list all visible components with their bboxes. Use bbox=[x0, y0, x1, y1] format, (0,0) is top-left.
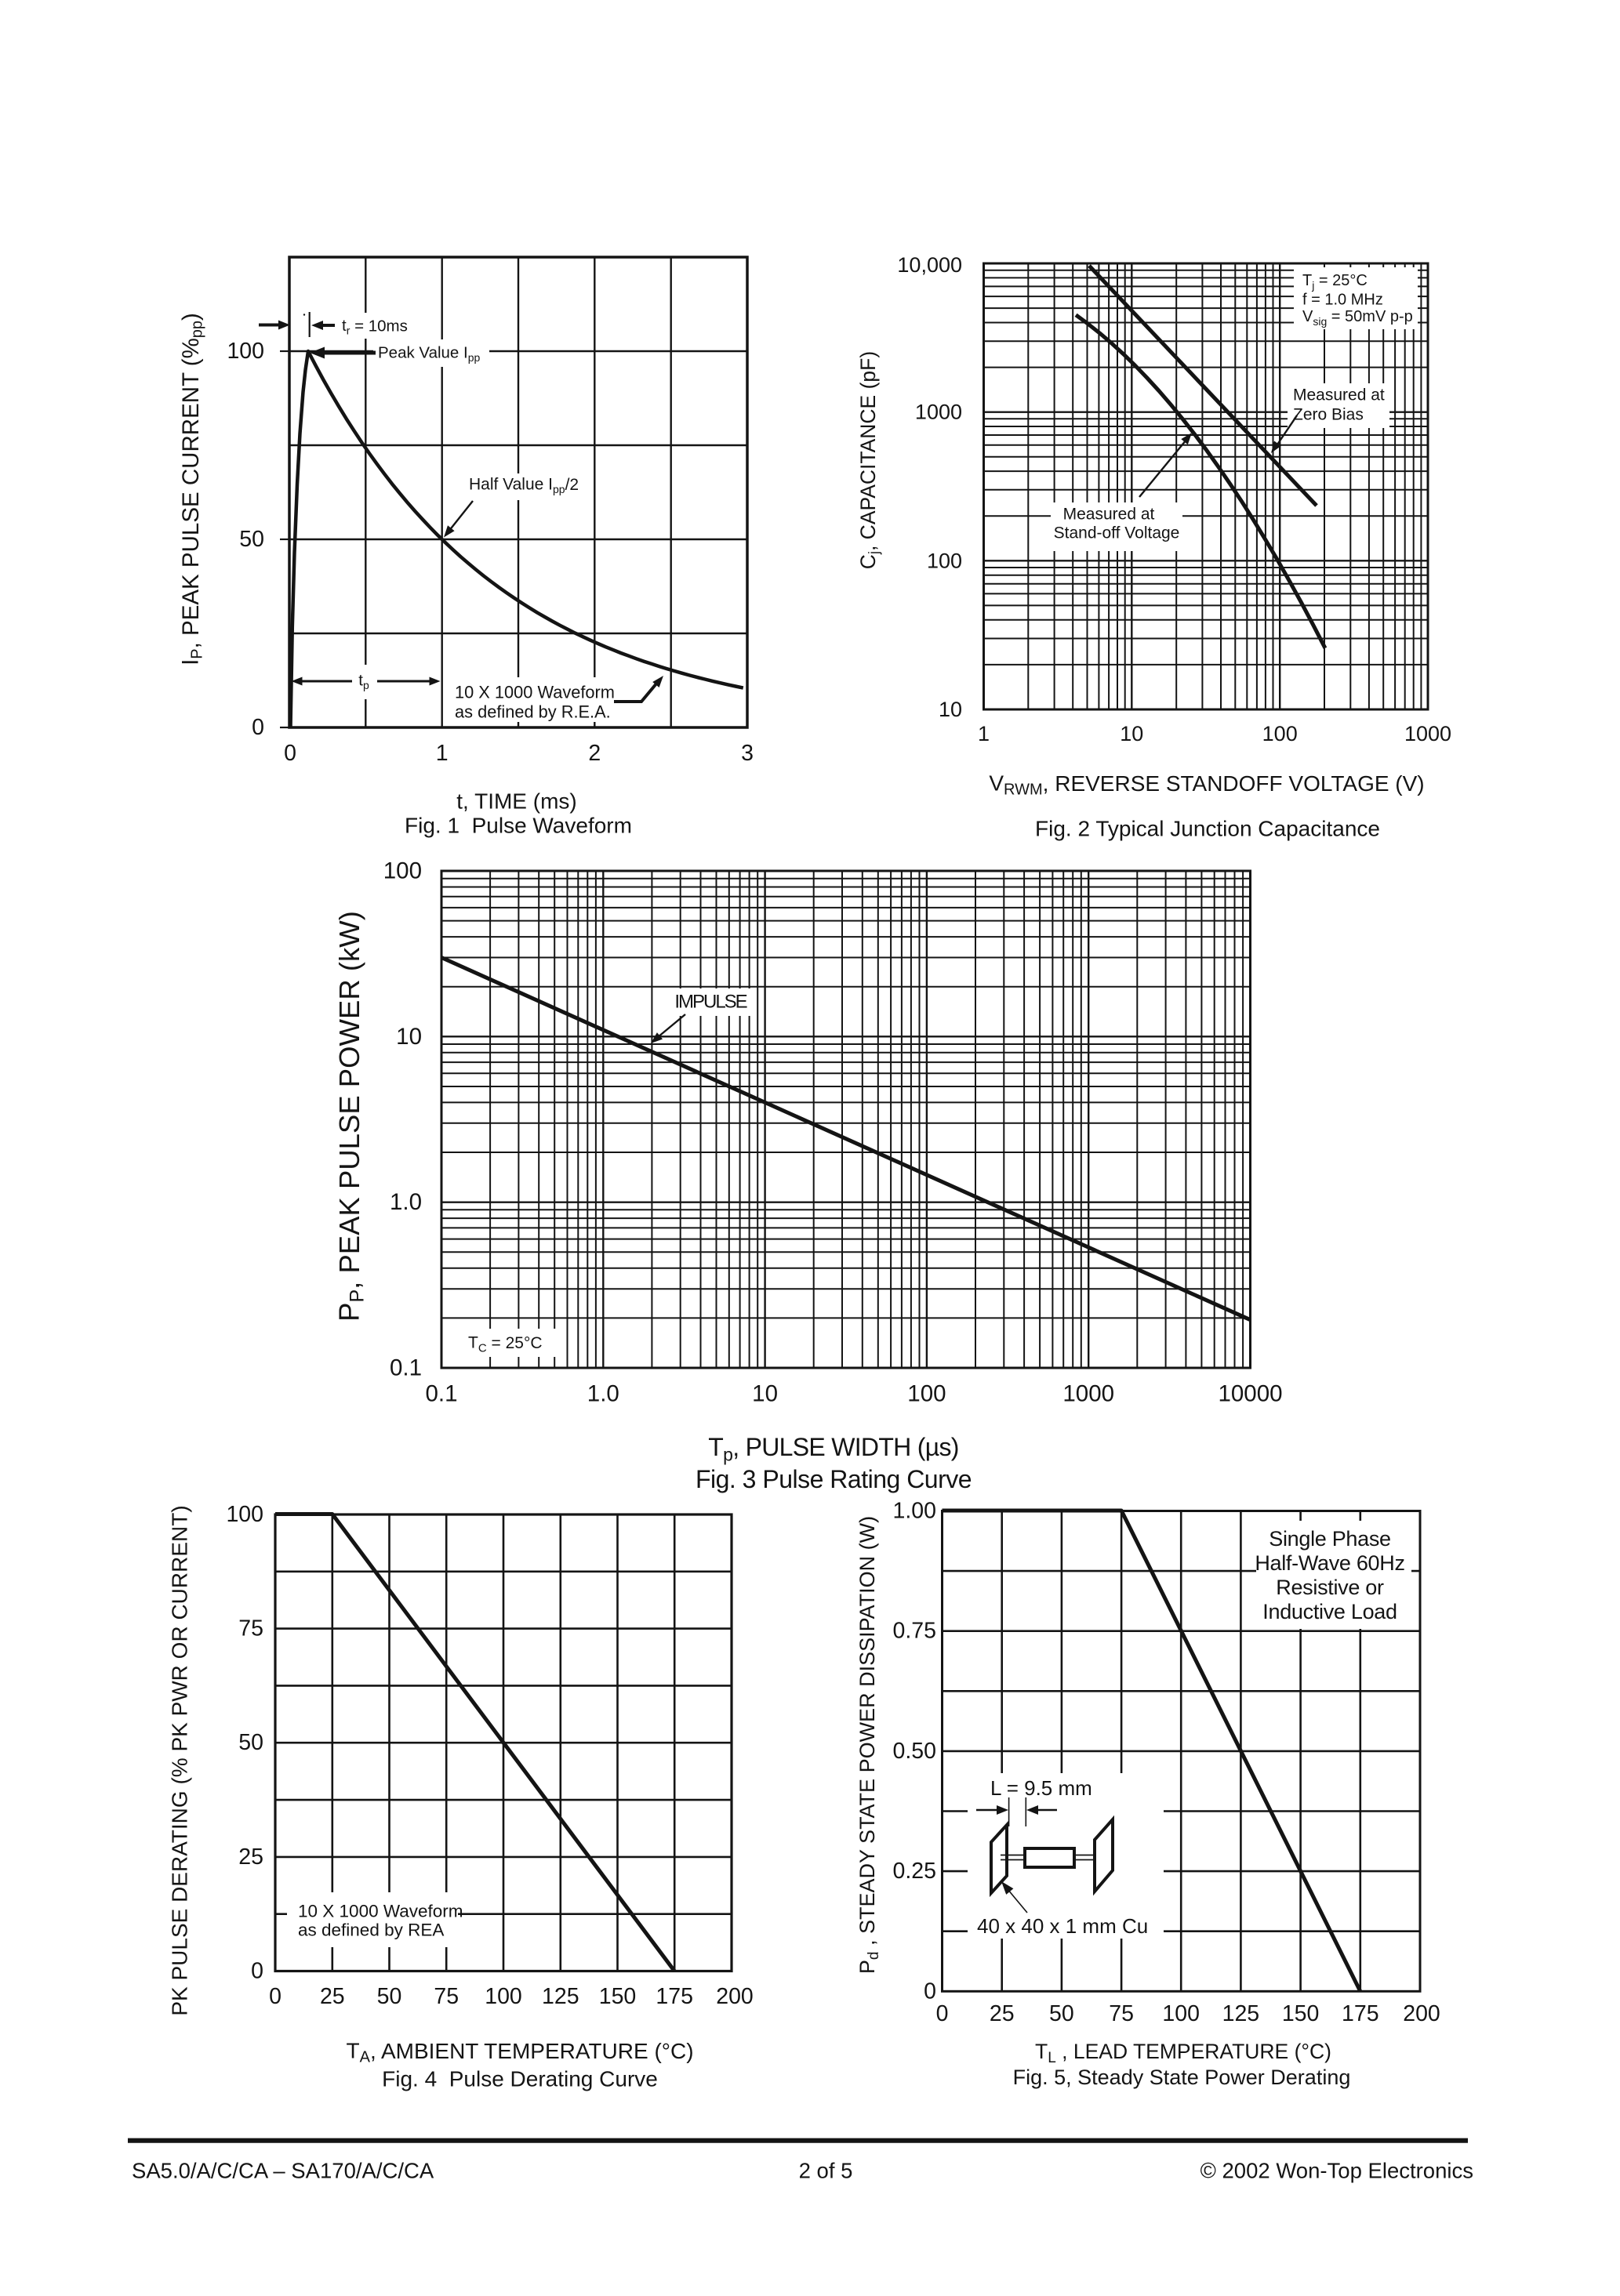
svg-text:as defined by REA: as defined by REA bbox=[298, 1921, 444, 1940]
svg-text:10 X 1000 Waveform: 10 X 1000 Waveform bbox=[455, 683, 615, 702]
svg-text:1000: 1000 bbox=[1062, 1381, 1114, 1407]
svg-text:0: 0 bbox=[284, 741, 296, 766]
svg-text:75: 75 bbox=[1109, 2001, 1134, 2026]
svg-text:TL , LEAD TEMPERATURE (°C): TL , LEAD TEMPERATURE (°C) bbox=[1035, 2040, 1331, 2066]
svg-text:25: 25 bbox=[990, 2001, 1015, 2026]
svg-text:10 X 1000 Waveform: 10 X 1000 Waveform bbox=[298, 1902, 463, 1921]
svg-text:10: 10 bbox=[752, 1381, 778, 1407]
svg-text:Vsig = 50mV p-p: Vsig = 50mV p-p bbox=[1302, 308, 1413, 328]
svg-text:125: 125 bbox=[542, 1984, 579, 2009]
svg-text:10: 10 bbox=[1120, 722, 1143, 745]
svg-text:Fig. 3 Pulse Rating Curve: Fig. 3 Pulse Rating Curve bbox=[696, 1465, 972, 1493]
svg-text:40 x 40 x 1 mm Cu: 40 x 40 x 1 mm Cu bbox=[977, 1914, 1148, 1938]
svg-text:100: 100 bbox=[1162, 2001, 1200, 2026]
svg-text:0.50: 0.50 bbox=[893, 1739, 936, 1764]
svg-text:25: 25 bbox=[238, 1844, 263, 1870]
svg-text:L = 9.5 mm: L = 9.5 mm bbox=[990, 1776, 1092, 1800]
svg-text:150: 150 bbox=[599, 1984, 637, 2009]
svg-text:VRWM, REVERSE STANDOFF VOLTAGE: VRWM, REVERSE STANDOFF VOLTAGE (V) bbox=[989, 771, 1424, 799]
svg-text:1: 1 bbox=[436, 741, 449, 766]
svg-text:100: 100 bbox=[227, 339, 264, 364]
svg-text:0: 0 bbox=[251, 1959, 263, 1984]
svg-text:Fig. 5, Steady State Power Der: Fig. 5, Steady State Power Derating bbox=[1013, 2066, 1351, 2089]
svg-text:Half-Wave 60Hz: Half-Wave 60Hz bbox=[1255, 1551, 1404, 1575]
svg-text:0.1: 0.1 bbox=[390, 1355, 422, 1381]
svg-text:50: 50 bbox=[1049, 2001, 1074, 2026]
svg-text:100: 100 bbox=[1262, 722, 1298, 745]
svg-text:1.00: 1.00 bbox=[893, 1499, 936, 1524]
svg-text:f = 1.0 MHz: f = 1.0 MHz bbox=[1302, 292, 1383, 309]
svg-text:IP, PEAK PULSE CURRENT (%pp): IP, PEAK PULSE CURRENT (%pp) bbox=[178, 313, 206, 666]
svg-text:1: 1 bbox=[978, 722, 990, 745]
svg-text:10000: 10000 bbox=[1218, 1381, 1282, 1407]
svg-text:TC = 25°C: TC = 25°C bbox=[468, 1334, 543, 1355]
svg-text:75: 75 bbox=[434, 1984, 459, 2009]
svg-text:SA5.0/A/C/CA – SA170/A/C/CA: SA5.0/A/C/CA – SA170/A/C/CA bbox=[132, 2159, 434, 2183]
svg-text:2 of 5: 2 of 5 bbox=[799, 2159, 853, 2183]
svg-text:as defined by R.E.A.: as defined by R.E.A. bbox=[455, 702, 611, 722]
svg-text:2: 2 bbox=[588, 741, 601, 766]
svg-text:10: 10 bbox=[396, 1024, 422, 1050]
svg-text:1.0: 1.0 bbox=[390, 1189, 422, 1215]
svg-text:0.25: 0.25 bbox=[893, 1859, 936, 1884]
svg-text:Tj = 25°C: Tj = 25°C bbox=[1302, 272, 1368, 292]
svg-text:175: 175 bbox=[656, 1984, 693, 2009]
svg-text:0.1: 0.1 bbox=[425, 1381, 457, 1407]
svg-text:PP, PEAK PULSE POWER (kW): PP, PEAK PULSE POWER (kW) bbox=[333, 911, 369, 1322]
svg-text:Single Phase: Single Phase bbox=[1269, 1527, 1391, 1551]
svg-text:200: 200 bbox=[1403, 2001, 1440, 2026]
svg-text:50: 50 bbox=[377, 1984, 402, 2009]
svg-text:Inductive Load: Inductive Load bbox=[1262, 1600, 1397, 1623]
svg-text:0.75: 0.75 bbox=[893, 1619, 936, 1644]
svg-text:150: 150 bbox=[1282, 2001, 1320, 2026]
svg-text:1.0: 1.0 bbox=[587, 1381, 619, 1407]
svg-text:10,000: 10,000 bbox=[897, 253, 962, 277]
svg-text:Half Value Ipp/2: Half Value Ipp/2 bbox=[469, 476, 579, 495]
svg-text:50: 50 bbox=[238, 1730, 263, 1755]
svg-text:© 2002 Won-Top Electronics: © 2002 Won-Top Electronics bbox=[1200, 2159, 1473, 2183]
svg-text:tr = 10ms: tr = 10ms bbox=[342, 317, 408, 336]
svg-text:125: 125 bbox=[1222, 2001, 1260, 2026]
svg-text:75: 75 bbox=[238, 1616, 263, 1641]
svg-text:1000: 1000 bbox=[1404, 722, 1451, 745]
svg-text:3: 3 bbox=[741, 741, 754, 766]
svg-text:PK PULSE DERATING (% PK PWR OR: PK PULSE DERATING (% PK PWR OR CURRENT) bbox=[168, 1505, 192, 2015]
svg-text:Resistive or: Resistive or bbox=[1276, 1576, 1384, 1599]
svg-text:Cj, CAPACITANCE (pF): Cj, CAPACITANCE (pF) bbox=[856, 351, 882, 569]
svg-text:1000: 1000 bbox=[915, 401, 962, 424]
svg-text:Pd , STEADY STATE POWER DISSIP: Pd , STEADY STATE POWER DISSIPATION (W) bbox=[855, 1516, 882, 1974]
svg-text:0: 0 bbox=[252, 715, 264, 740]
svg-text:Tp, PULSE WIDTH (µs): Tp, PULSE WIDTH (µs) bbox=[708, 1433, 958, 1465]
svg-text:0: 0 bbox=[936, 2001, 949, 2026]
svg-text:100: 100 bbox=[927, 549, 962, 572]
svg-text:Fig. 2 Typical Junction Capaci: Fig. 2 Typical Junction Capacitance bbox=[1035, 817, 1380, 841]
svg-text:175: 175 bbox=[1342, 2001, 1379, 2026]
svg-text:0: 0 bbox=[924, 1979, 936, 2004]
svg-text:100: 100 bbox=[226, 1502, 263, 1527]
svg-text:Fig. 1 Pulse Waveform: Fig. 1 Pulse Waveform bbox=[405, 814, 632, 838]
svg-text:Stand-off Voltage: Stand-off Voltage bbox=[1054, 524, 1180, 542]
svg-text:t, TIME (ms): t, TIME (ms) bbox=[456, 789, 576, 814]
svg-text:Zero Bias: Zero Bias bbox=[1293, 406, 1364, 424]
svg-text:200: 200 bbox=[716, 1984, 754, 2009]
svg-text:100: 100 bbox=[383, 858, 422, 884]
svg-text:100: 100 bbox=[907, 1381, 946, 1407]
svg-text:Fig. 4 Pulse Derating Curve: Fig. 4 Pulse Derating Curve bbox=[382, 2067, 658, 2091]
svg-text:Measured at: Measured at bbox=[1293, 386, 1385, 404]
svg-text:25: 25 bbox=[320, 1984, 345, 2009]
svg-text:TA, AMBIENT TEMPERATURE (°C): TA, AMBIENT TEMPERATURE (°C) bbox=[346, 2039, 693, 2066]
svg-text:10: 10 bbox=[939, 698, 962, 721]
svg-text:50: 50 bbox=[239, 527, 264, 552]
svg-text:100: 100 bbox=[485, 1984, 522, 2009]
svg-text:Peak Value Ipp: Peak Value Ipp bbox=[378, 344, 481, 364]
svg-text:Measured at: Measured at bbox=[1063, 506, 1155, 524]
svg-text:IMPULSE: IMPULSE bbox=[674, 992, 746, 1013]
svg-text:0: 0 bbox=[269, 1984, 282, 2009]
